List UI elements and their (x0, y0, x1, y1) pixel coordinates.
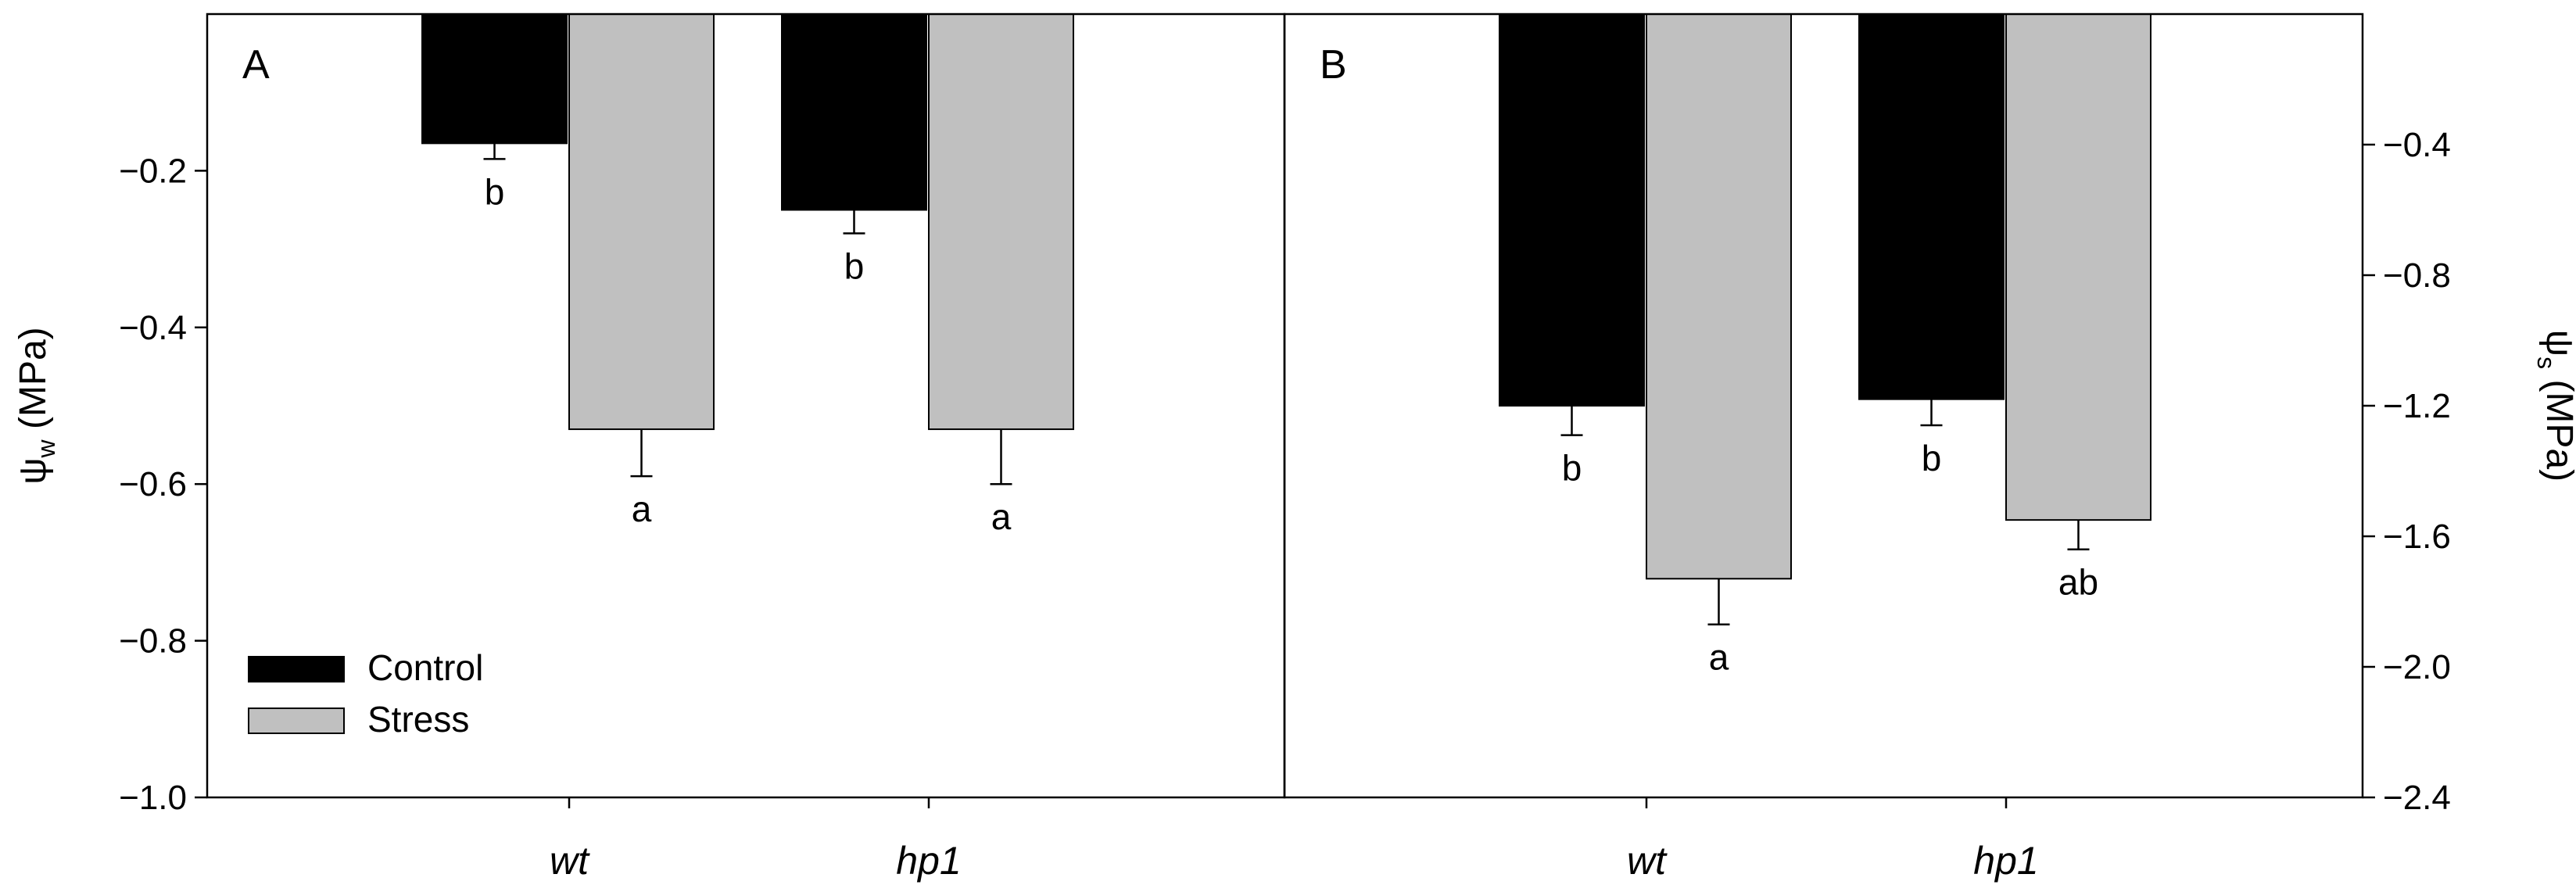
bar-stress-hp1 (2005, 13, 2151, 521)
y-tick-label: −0.8 (119, 622, 187, 661)
legend: Control Stress (248, 647, 483, 740)
significance-letter: a (1709, 637, 1729, 678)
panel-frame (1283, 13, 2364, 799)
y-axis-unit: (MPa) (13, 327, 54, 439)
bar-stress-wt (1646, 13, 1792, 580)
panel-b: b b a ab B −0.4 −0.8 −1.2 −1.6 −2.0 −2.4 wt hp1 ψs (M… (1283, 13, 2576, 883)
y-tick-label: −1.0 (119, 779, 187, 817)
y-axis-symbol: ψ (2538, 330, 2576, 356)
y-axis-label: ψw (MPa) (13, 327, 60, 484)
bar-control-wt (421, 13, 568, 145)
y-axis-unit: (MPa) (2538, 369, 2576, 482)
panel-label: A (242, 42, 270, 88)
significance-letter: b (1922, 438, 1942, 478)
bar-control-wt (1499, 13, 1645, 407)
bar-control-hp1 (781, 13, 927, 211)
legend-swatch-stress (248, 708, 345, 734)
bar-control-hp1 (1858, 13, 2005, 400)
category-label: hp1 (896, 839, 961, 883)
panel-label: B (1320, 42, 1347, 88)
significance-letter: b (485, 171, 505, 212)
y-tick-label: −1.2 (2383, 387, 2451, 425)
y-tick-label: −2.0 (2383, 648, 2451, 686)
y-axis-label: ψs (MPa) (2532, 330, 2576, 482)
significance-letter: b (1562, 448, 1582, 489)
category-label: hp1 (1973, 839, 2038, 883)
panel-a: b b a a A −0.2 −0.4 −0.6 −0.8 −1.0 wt hp1 ψw (MPa) Co… (13, 13, 1286, 883)
significance-letter: b (844, 246, 865, 287)
bar-stress-hp1 (928, 13, 1074, 431)
legend-label: Stress (367, 699, 469, 740)
legend-label: Control (367, 647, 483, 688)
y-tick-label: −2.4 (2383, 779, 2451, 817)
bar-stress-wt (568, 13, 715, 431)
significance-letter: a (991, 496, 1012, 537)
significance-letter: ab (2058, 562, 2098, 603)
y-tick-label: −0.4 (119, 309, 187, 347)
significance-letter: a (632, 489, 652, 529)
y-axis-subscript: s (2532, 356, 2560, 369)
y-axis-subscript: w (32, 439, 60, 458)
category-label: wt (1627, 839, 1668, 883)
y-axis-symbol: ψ (13, 457, 54, 484)
y-tick-label: −0.6 (119, 465, 187, 503)
y-tick-label: −0.2 (119, 152, 187, 190)
legend-swatch-control (248, 656, 345, 682)
y-tick-label: −0.4 (2383, 126, 2451, 164)
y-tick-label: −1.6 (2383, 518, 2451, 556)
category-label: wt (550, 839, 590, 883)
y-tick-label: −0.8 (2383, 256, 2451, 295)
